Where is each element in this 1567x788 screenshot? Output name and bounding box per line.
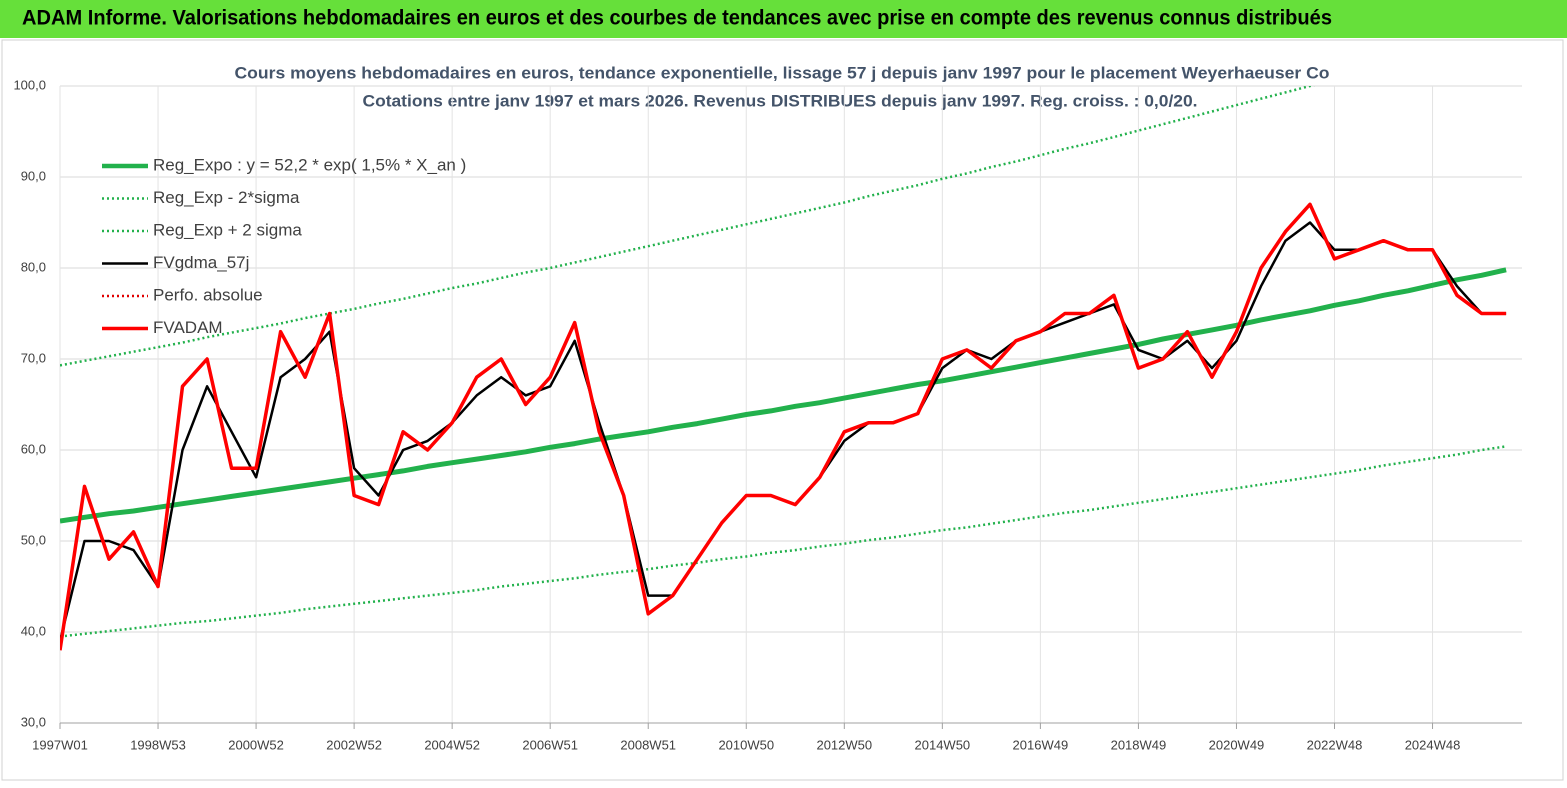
legend-label: FVgdma_57j	[153, 253, 249, 272]
legend-label: Reg_Exp - 2*sigma	[153, 188, 300, 207]
y-tick-label: 30,0	[21, 714, 46, 729]
y-tick-label: 90,0	[21, 168, 46, 183]
legend: Reg_Expo : y = 52,2 * exp( 1,5% * X_an )…	[102, 155, 466, 337]
chart-title: Cours moyens hebdomadaires en euros, ten…	[235, 63, 1330, 82]
x-tick-label: 2006W51	[522, 737, 578, 752]
chart-subtitle: Cotations entre janv 1997 et mars 2026. …	[363, 91, 1198, 110]
x-tick-label: 2024W48	[1405, 737, 1461, 752]
y-tick-label: 70,0	[21, 350, 46, 365]
y-tick-label: 40,0	[21, 623, 46, 638]
legend-label: Reg_Expo : y = 52,2 * exp( 1,5% * X_an )	[153, 155, 466, 174]
x-tick-label: 2018W49	[1111, 737, 1167, 752]
x-tick-label: 2016W49	[1013, 737, 1069, 752]
legend-label: Perfo. absolue	[153, 285, 263, 304]
y-tick-label: 60,0	[21, 441, 46, 456]
x-tick-label: 2012W50	[816, 737, 872, 752]
x-tick-label: 2002W52	[326, 737, 382, 752]
legend-label: Reg_Exp + 2 sigma	[153, 220, 302, 239]
y-tick-label: 100,0	[13, 77, 46, 92]
series-line	[60, 267, 1507, 524]
y-tick-label: 80,0	[21, 259, 46, 274]
x-tick-label: 2008W51	[620, 737, 676, 752]
x-tick-label: 2020W49	[1209, 737, 1265, 752]
title-bar	[0, 0, 1567, 38]
series-line	[60, 202, 1507, 651]
x-tick-label: 1998W53	[130, 737, 186, 752]
legend-label: FVADAM	[153, 318, 223, 337]
x-tick-label: 2010W50	[718, 737, 774, 752]
x-tick-label: 2014W50	[915, 737, 971, 752]
grid: 30,0 40,0 50,0 60,0 70,0 80,0 90,0 100,0 1997W01…	[13, 77, 1522, 752]
x-tick-label: 2000W52	[228, 737, 284, 752]
page-title: ADAM Informe. Valorisations hebdomadaire…	[22, 7, 1332, 30]
x-tick-label: 2022W48	[1307, 737, 1363, 752]
series-line	[60, 86, 1315, 367]
x-tick-label: 1997W01	[32, 737, 88, 752]
plot	[60, 86, 1507, 651]
x-tick-label: 2004W52	[424, 737, 480, 752]
y-tick-label: 50,0	[21, 532, 46, 547]
